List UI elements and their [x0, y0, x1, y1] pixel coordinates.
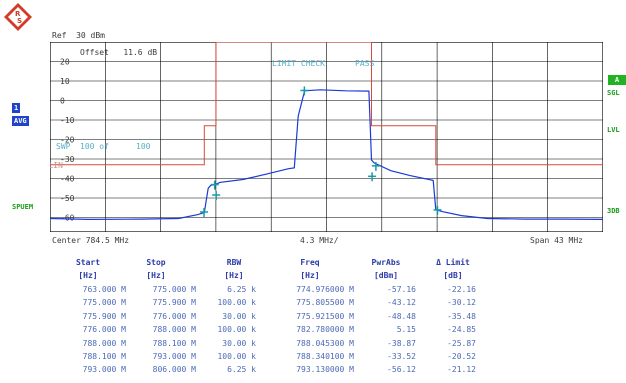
table-cell: -25.87: [447, 338, 476, 348]
table-cell: 775.900 M: [82, 311, 126, 321]
table-cell: 788.045300 M: [296, 338, 354, 348]
y-tick-label: -50: [60, 194, 75, 203]
limit-check-state: PASS: [355, 59, 374, 68]
table-cell: -38.87: [387, 338, 416, 348]
offset-readout: Offset 11.6 dB: [80, 48, 158, 57]
table-column-header: Freq: [300, 258, 320, 267]
table-cell: -21.12: [447, 365, 476, 375]
table-cell: 775.805500 M: [296, 298, 354, 308]
table-cell: -48.48: [387, 311, 416, 321]
table-cell: 775.000 M: [152, 285, 196, 294]
table-cell: 100.00 k: [217, 325, 256, 335]
table-cell: 788.100 M: [82, 352, 126, 361]
table-column-unit: [dB]: [443, 271, 463, 280]
y-tick-label: -30: [60, 155, 75, 164]
y-tick-label: 20: [60, 58, 70, 67]
y-tick-label: 10: [60, 77, 70, 86]
peak-marker: [200, 207, 209, 217]
table-cell: 775.000 M: [82, 298, 126, 308]
table-cell: 774.976000 M: [296, 285, 354, 294]
trace-number-tag: 1: [12, 103, 21, 113]
table-cell: 763.000 M: [82, 285, 126, 294]
center-frequency: Center 784.5 MHz: [52, 236, 130, 245]
sweep-label: SWP: [56, 142, 71, 151]
table-column-header: RBW: [226, 258, 242, 267]
table-cell: 6.25 k: [227, 365, 256, 375]
table-column-unit: [Hz]: [224, 271, 244, 280]
table-cell: 793.000 M: [152, 352, 196, 361]
table-cell: 776.000 M: [82, 325, 126, 335]
table-column-unit: [dBm]: [373, 271, 399, 280]
table-cell: 100.00 k: [217, 352, 256, 361]
table-cell: -35.48: [447, 311, 476, 321]
y-tick-label: -10: [60, 116, 75, 125]
svg-text:R: R: [15, 10, 21, 18]
span-label: Span 43 MHz: [530, 236, 583, 245]
y-tick-label: -40: [60, 175, 75, 184]
table-cell: 775.900 M: [152, 298, 196, 308]
table-cell: 5.15: [396, 325, 416, 335]
table-cell: 788.000 M: [152, 325, 196, 335]
table-column-header: PwrAbs: [371, 258, 401, 267]
table-cell: 30.00 k: [222, 311, 256, 321]
limit-line: [50, 42, 603, 166]
peak-marker: [368, 172, 377, 182]
table-cell: 776.000 M: [152, 311, 196, 321]
table-cell: -20.52: [447, 352, 476, 361]
table-column-header: Δ Limit: [436, 258, 470, 267]
table-cell: -33.52: [387, 352, 416, 361]
y-tick-label: -20: [60, 136, 75, 145]
table-cell: 793.000 M: [82, 365, 126, 375]
table-column-header: Start: [75, 258, 101, 267]
table-cell: 782.780000 M: [296, 325, 354, 335]
peak-marker: [210, 180, 219, 190]
3db-tag: 3DB: [607, 207, 620, 215]
table-cell: 806.000 M: [152, 365, 196, 375]
ref-level: Ref 30 dBm: [52, 31, 105, 40]
frequency-per-division: 4.3 MHz/: [300, 236, 339, 245]
table-column-unit: [Hz]: [146, 271, 166, 280]
limit-check-label: LIMIT CHECK: [272, 59, 325, 68]
table-cell: 788.340100 M: [296, 352, 354, 361]
table-cell: -24.85: [447, 325, 476, 335]
table-cell: 6.25 k: [227, 285, 256, 294]
table-column-unit: [Hz]: [78, 271, 98, 280]
sweep-total: 100: [136, 142, 151, 151]
table-cell: -43.12: [387, 298, 416, 308]
lvl-tag: LVL: [607, 126, 620, 134]
spuem-tag: SPUEM: [12, 203, 34, 211]
table-column-unit: [Hz]: [300, 271, 320, 280]
avg-tag: AVG: [12, 116, 29, 126]
table-cell: 100.00 k: [217, 298, 256, 308]
table-cell: -22.16: [447, 285, 476, 294]
table-cell: -56.12: [387, 365, 416, 375]
table-cell: 30.00 k: [222, 338, 256, 348]
peak-marker: [300, 86, 309, 96]
table-cell: -57.16: [387, 285, 416, 294]
table-cell: 775.921500 M: [296, 311, 354, 321]
table-cell: 793.130000 M: [296, 365, 354, 375]
y-tick-label: 0: [60, 97, 65, 106]
trace-a-tag: A: [608, 75, 626, 85]
table-cell: -30.12: [447, 298, 476, 308]
rohde-schwarz-logo: R S: [4, 3, 32, 31]
sgl-tag: SGL: [607, 89, 620, 97]
table-cell: 788.100 M: [152, 338, 196, 348]
peak-marker: [433, 205, 442, 215]
table-column-header: Stop: [146, 258, 166, 267]
peak-marker: [212, 191, 221, 201]
peak-marker: [371, 161, 380, 171]
limit-line-name: SPULIN: [50, 161, 63, 170]
svg-text:S: S: [17, 17, 22, 25]
table-cell: 788.000 M: [82, 338, 126, 348]
sweep-count: 100 of: [80, 142, 109, 151]
y-tick-label: -60: [60, 214, 75, 223]
